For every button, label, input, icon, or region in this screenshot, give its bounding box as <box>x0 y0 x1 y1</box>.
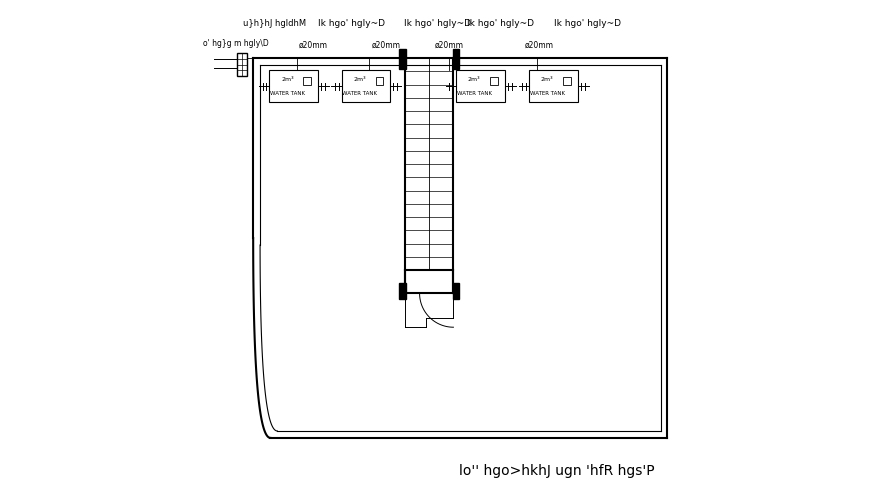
Text: lk hgo' hgly~D: lk hgo' hgly~D <box>404 19 470 28</box>
Text: WATER TANK: WATER TANK <box>270 91 305 96</box>
Bar <box>530 70 578 103</box>
Text: 2m³: 2m³ <box>468 77 480 82</box>
Bar <box>452 283 460 299</box>
Text: lk hgo' hgly~D: lk hgo' hgly~D <box>318 19 385 28</box>
Bar <box>400 283 406 299</box>
Bar <box>342 70 391 103</box>
Text: ø20mm: ø20mm <box>435 40 463 49</box>
Bar <box>564 77 571 85</box>
Text: lk hgo' hgly~D: lk hgo' hgly~D <box>468 19 534 28</box>
Text: lo'' hgo>hkhJ ugn 'hfR hgs'P: lo'' hgo>hkhJ ugn 'hfR hgs'P <box>459 464 654 478</box>
Text: 2m³: 2m³ <box>281 77 294 82</box>
Bar <box>400 50 406 69</box>
Text: WATER TANK: WATER TANK <box>457 91 492 96</box>
Text: lk hgo' hgly~D: lk hgo' hgly~D <box>554 19 621 28</box>
Text: o' hg}g m hgly\D: o' hg}g m hgly\D <box>203 39 269 48</box>
Text: 2m³: 2m³ <box>354 77 366 82</box>
Bar <box>270 70 318 103</box>
Bar <box>375 77 383 85</box>
Bar <box>452 50 460 69</box>
Text: ø20mm: ø20mm <box>525 40 555 49</box>
Text: ø20mm: ø20mm <box>299 40 328 49</box>
Text: WATER TANK: WATER TANK <box>530 91 564 96</box>
Text: u}h}hJ hgldhM: u}h}hJ hgldhM <box>243 19 306 28</box>
Text: ø20mm: ø20mm <box>372 40 401 49</box>
Bar <box>237 53 246 76</box>
Bar <box>303 77 311 85</box>
Text: 2m³: 2m³ <box>541 77 554 82</box>
Bar <box>490 77 497 85</box>
Text: WATER TANK: WATER TANK <box>342 91 377 96</box>
Bar <box>456 70 504 103</box>
